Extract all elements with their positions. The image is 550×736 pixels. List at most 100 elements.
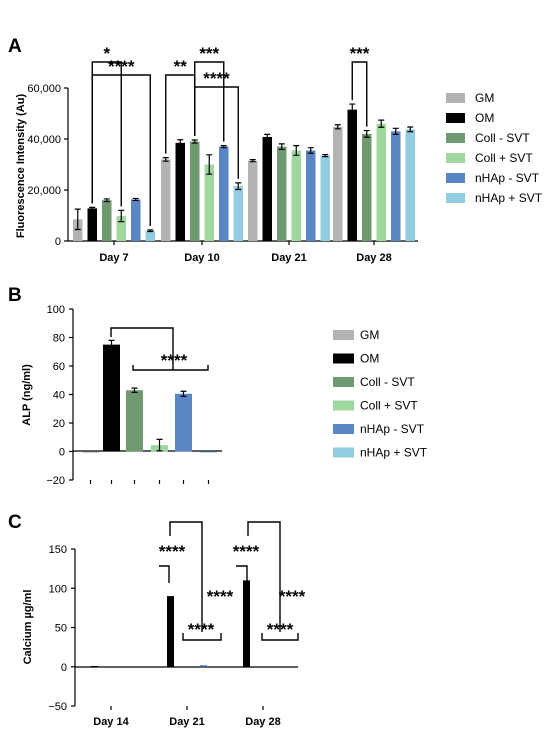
panel-c-x-tick-label: Day 14 [93,716,129,728]
panel-a-significance-label: * [103,44,110,63]
panel-a-bar [320,155,330,241]
legend-a-entry-label: GM [475,91,494,105]
panel-a-error-bar [264,133,271,141]
panel-a-error-bar [220,145,227,149]
panel-a-bar [248,160,258,241]
panel-c-significance-bracket [247,521,281,632]
panel-b-significance-bracket [132,365,209,371]
legend-b-entry-swatch [333,400,354,411]
panel-b-legend: GM OM Coll - SVT Coll + SVT nHAp - SVT nHAp +… [333,328,428,460]
panel-a-significance-label: *** [199,44,219,63]
panel-a-bar [233,186,243,241]
panel-a-y-tick-label: 60,000 [27,83,61,95]
panel-a-y-tick-label: 40,000 [27,134,61,146]
panel-a-error-bar [206,154,213,175]
panel-label-a: A [8,36,22,57]
panel-b-y-tick-label: −20 [46,475,65,487]
panel-a-significance-bracket [194,86,239,179]
panel-a-bar [347,109,357,241]
panel-c-significance-label: **** [267,620,294,639]
panel-a-error-bar [378,119,385,128]
panel-a-error-bar [334,124,341,130]
panel-a-significance-label: ** [174,57,188,76]
panel-c-bar [91,665,98,668]
panel-b-error-bar [156,438,163,452]
panel-a-bar [405,129,415,241]
panel-c-bar [167,596,174,667]
panel-a-bar [102,200,112,241]
panel-a-error-bar [74,208,81,231]
panel-a-x-tick-label: Day 10 [184,252,219,264]
panel-c-significance-label: **** [233,542,260,561]
panel-a-error-bar [103,198,110,203]
legend-b-entry-label: OM [360,352,379,366]
panel-c-y-tick-label: 150 [49,544,67,556]
panel-a-chart: Fluorescence Intensity (Au) 0 20,000 40,00… [15,44,418,264]
panel-a-error-bar [322,153,329,158]
legend-a-entry-swatch [446,193,465,203]
panel-a-error-bar [235,182,242,191]
panel-b-significance-bracket [110,327,174,370]
panel-a-bar [131,199,141,241]
panel-a-bar [204,164,214,241]
panel-c-bar [200,665,207,667]
legend-a-entry-label: nHAp + SVT [475,191,543,205]
legend-b-entry-label: Coll - SVT [360,375,415,389]
panel-c-significance-bracket [159,565,170,583]
panel-a-error-bar [407,126,414,133]
panel-a-bar [145,230,155,241]
panel-c-significance-label: **** [159,542,186,561]
panel-b-bar [126,390,143,452]
panel-a-error-bar [349,103,356,116]
panel-b-y-tick-label: 60 [53,361,65,373]
panel-a-legend: GM OM Coll - SVT Coll + SVT nHAp - SVT nHAp +… [446,91,543,205]
panel-c-y-tick-label: 0 [61,662,67,674]
legend-a-entry-label: OM [475,111,494,125]
panel-a-error-bar [147,229,154,233]
panel-c-significance-bracket [236,565,248,583]
panel-a-error-bar [162,157,169,162]
panel-a-error-bar [392,127,399,136]
panel-a-bar [391,131,401,241]
legend-b-entry-swatch [333,424,354,434]
panel-b-y-tick-label: 80 [53,333,65,345]
panel-a-bar [262,136,272,241]
panel-a-error-bar [132,197,139,202]
legend-a-entry-label: nHAp - SVT [475,171,540,185]
panel-b-bar [103,344,120,452]
legend-a-entry-swatch [446,113,465,123]
panel-a-y-tick-label: 20,000 [27,185,61,197]
panel-c-y-tick-label: −50 [48,701,67,713]
legend-b-entry-swatch [333,377,354,387]
panel-a-error-bar [89,206,96,210]
panel-a-bar [161,159,171,241]
panel-c-x-tick-label: Day 21 [169,716,204,728]
panel-a-bar [87,208,97,241]
panel-c-y-axis-title: Calcium µg/ml [22,590,34,665]
panel-a-bar [306,150,316,241]
panel-a-bar [116,216,126,241]
panel-a-error-bar [177,139,184,147]
legend-b-entry-label: nHAp - SVT [360,422,425,436]
panel-label-b: B [8,285,22,306]
panel-a-bar [333,126,343,241]
panel-a-bar [376,123,386,241]
panel-a-significance-label: **** [203,69,230,88]
panel-a-error-bar [278,143,285,151]
panel-b-chart: ALP (ng/ml) −20 0 20 40 60 80 100 **** [21,304,222,487]
panel-b-bar [200,451,217,453]
panel-c-x-tick-label: Day 28 [245,716,280,728]
panel-c-y-tick-label: 50 [55,623,67,635]
panel-b-y-tick-label: 40 [53,390,65,402]
panel-a-significance-bracket [91,61,122,207]
legend-a-entry-swatch [446,173,465,183]
legend-b-entry-label: nHAp + SVT [360,446,428,460]
panel-c-significance-bracket [182,633,222,641]
panel-a-y-tick-label: 0 [55,236,61,248]
panel-a-bar [291,150,301,241]
panel-b-bar [175,393,192,452]
panel-b-error-bar [131,387,138,393]
panel-c-significance-bracket [169,521,203,632]
legend-b-entry-swatch [333,330,354,340]
